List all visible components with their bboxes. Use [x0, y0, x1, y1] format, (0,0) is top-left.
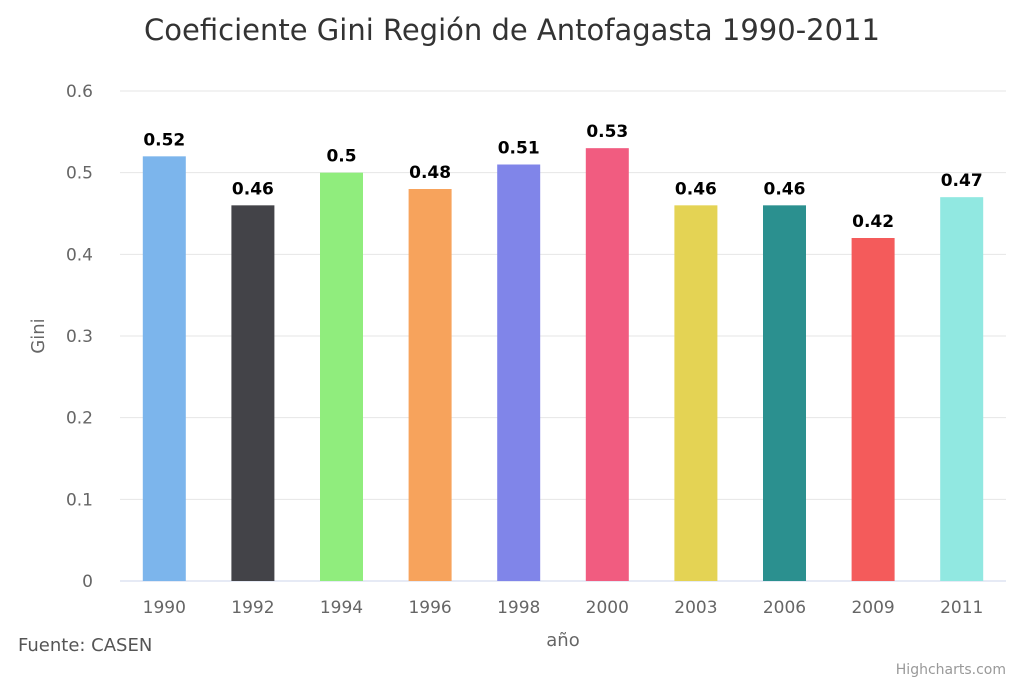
x-axis-ticks: 1990 1992 1994 1996 1998 2000 2003 2006 2009 2011 [143, 598, 984, 618]
x-tick-label: 1998 [497, 598, 540, 618]
x-axis-label: año [546, 630, 579, 651]
data-label: 0.46 [764, 179, 806, 199]
y-tick-label: 0.4 [66, 245, 93, 265]
bar[interactable] [851, 238, 895, 581]
x-tick-label: 2009 [851, 598, 894, 618]
y-axis-label: Gini [28, 318, 49, 353]
y-tick-label: 0.1 [66, 490, 93, 510]
x-tick-label: 2006 [763, 598, 806, 618]
data-label: 0.52 [143, 130, 185, 150]
bar[interactable] [585, 148, 629, 581]
x-tick-label: 2003 [674, 598, 717, 618]
data-label: 0.47 [941, 171, 983, 191]
bars [142, 148, 984, 582]
data-label: 0.53 [586, 122, 628, 142]
bar[interactable] [674, 205, 718, 582]
bar[interactable] [497, 164, 541, 582]
bar[interactable] [142, 156, 186, 582]
chart-title: Coeficiente Gini Región de Antofagasta 1… [144, 13, 880, 47]
y-tick-label: 0.5 [66, 164, 93, 184]
credits-link[interactable]: Highcharts.com [896, 662, 1006, 678]
data-label: 0.42 [852, 212, 894, 232]
data-label: 0.46 [675, 179, 717, 199]
data-labels: 0.52 0.46 0.5 0.48 0.51 0.53 0.46 0.46 0.42 0.47 [143, 122, 982, 232]
bar[interactable] [940, 197, 984, 581]
y-tick-label: 0.3 [66, 327, 93, 347]
x-tick-label: 1996 [408, 598, 451, 618]
bar[interactable] [763, 205, 806, 582]
bar[interactable] [231, 205, 275, 582]
x-tick-label: 1990 [143, 598, 186, 618]
bar[interactable] [408, 189, 452, 581]
bar[interactable] [320, 172, 363, 581]
y-tick-label: 0 [82, 572, 93, 592]
data-label: 0.48 [409, 163, 451, 183]
y-axis-ticks: 0 0.1 0.2 0.3 0.4 0.5 0.6 [66, 82, 93, 592]
y-tick-label: 0.6 [66, 82, 93, 102]
x-tick-label: 1994 [320, 598, 363, 618]
x-tick-label: 1992 [231, 598, 274, 618]
x-tick-label: 2011 [940, 598, 983, 618]
data-label: 0.46 [232, 179, 274, 199]
y-tick-label: 0.2 [66, 409, 93, 429]
source-note: Fuente: CASEN [18, 635, 152, 656]
x-tick-label: 2000 [586, 598, 629, 618]
data-label: 0.5 [326, 147, 356, 167]
data-label: 0.51 [498, 139, 540, 159]
